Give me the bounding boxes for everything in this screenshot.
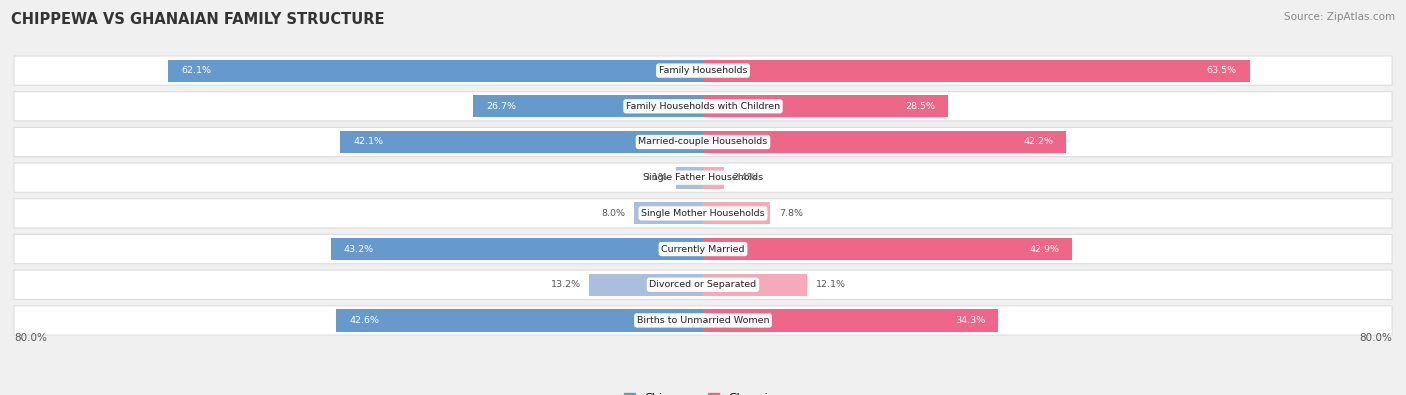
Bar <box>703 309 998 331</box>
Bar <box>703 95 949 117</box>
Legend: Chippewa, Ghanaian: Chippewa, Ghanaian <box>624 393 782 395</box>
Text: 80.0%: 80.0% <box>14 333 46 342</box>
Text: 43.2%: 43.2% <box>344 245 374 254</box>
Bar <box>340 131 703 153</box>
Bar <box>703 238 1073 260</box>
Text: Family Households: Family Households <box>659 66 747 75</box>
Text: 63.5%: 63.5% <box>1206 66 1237 75</box>
Bar <box>703 202 770 224</box>
Bar <box>330 238 703 260</box>
Text: Births to Unmarried Women: Births to Unmarried Women <box>637 316 769 325</box>
Bar <box>169 60 703 82</box>
Bar <box>336 309 703 331</box>
Text: 42.9%: 42.9% <box>1029 245 1060 254</box>
Text: Family Households with Children: Family Households with Children <box>626 102 780 111</box>
FancyBboxPatch shape <box>14 199 1392 228</box>
Bar <box>703 131 1066 153</box>
Text: 7.8%: 7.8% <box>779 209 803 218</box>
Bar <box>703 167 724 189</box>
Text: Source: ZipAtlas.com: Source: ZipAtlas.com <box>1284 12 1395 22</box>
Text: 42.1%: 42.1% <box>353 137 384 147</box>
FancyBboxPatch shape <box>14 127 1392 157</box>
Bar <box>703 274 807 296</box>
Bar <box>589 274 703 296</box>
Bar <box>703 60 1250 82</box>
Text: 2.4%: 2.4% <box>733 173 756 182</box>
FancyBboxPatch shape <box>14 270 1392 299</box>
Text: 42.2%: 42.2% <box>1024 137 1053 147</box>
Text: Single Father Households: Single Father Households <box>643 173 763 182</box>
Text: 34.3%: 34.3% <box>955 316 986 325</box>
Bar <box>472 95 703 117</box>
Bar <box>634 202 703 224</box>
Text: 13.2%: 13.2% <box>551 280 581 289</box>
Text: 28.5%: 28.5% <box>905 102 935 111</box>
Bar <box>676 167 703 189</box>
Text: Divorced or Separated: Divorced or Separated <box>650 280 756 289</box>
FancyBboxPatch shape <box>14 92 1392 121</box>
FancyBboxPatch shape <box>14 56 1392 85</box>
Text: 80.0%: 80.0% <box>1360 333 1392 342</box>
Text: 42.6%: 42.6% <box>349 316 380 325</box>
FancyBboxPatch shape <box>14 234 1392 264</box>
Text: 26.7%: 26.7% <box>486 102 516 111</box>
Text: 12.1%: 12.1% <box>815 280 846 289</box>
Text: 62.1%: 62.1% <box>181 66 211 75</box>
Text: Married-couple Households: Married-couple Households <box>638 137 768 147</box>
FancyBboxPatch shape <box>14 163 1392 192</box>
FancyBboxPatch shape <box>14 306 1392 335</box>
Text: Single Mother Households: Single Mother Households <box>641 209 765 218</box>
Text: Currently Married: Currently Married <box>661 245 745 254</box>
Text: CHIPPEWA VS GHANAIAN FAMILY STRUCTURE: CHIPPEWA VS GHANAIAN FAMILY STRUCTURE <box>11 12 385 27</box>
Text: 3.1%: 3.1% <box>644 173 668 182</box>
Text: 8.0%: 8.0% <box>602 209 626 218</box>
